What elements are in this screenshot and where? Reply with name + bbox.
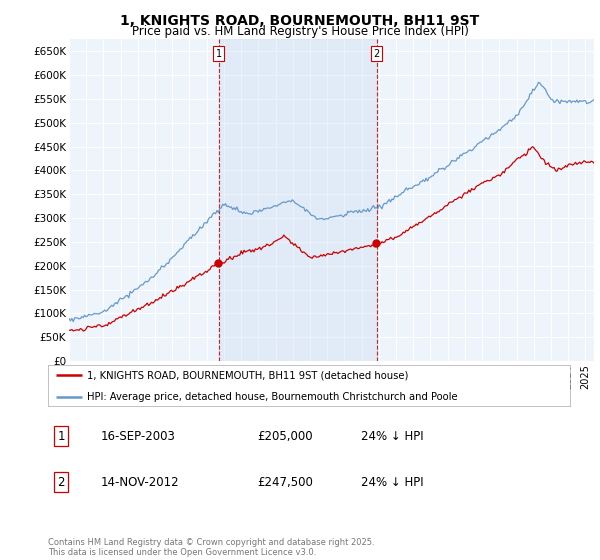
- Text: 1, KNIGHTS ROAD, BOURNEMOUTH, BH11 9ST: 1, KNIGHTS ROAD, BOURNEMOUTH, BH11 9ST: [121, 14, 479, 28]
- Text: £247,500: £247,500: [257, 475, 313, 489]
- Text: 2: 2: [58, 475, 65, 489]
- Text: Price paid vs. HM Land Registry's House Price Index (HPI): Price paid vs. HM Land Registry's House …: [131, 25, 469, 38]
- Text: 2: 2: [373, 49, 380, 58]
- Text: 1: 1: [58, 430, 65, 442]
- Text: 16-SEP-2003: 16-SEP-2003: [100, 430, 175, 442]
- Text: HPI: Average price, detached house, Bournemouth Christchurch and Poole: HPI: Average price, detached house, Bour…: [87, 392, 458, 402]
- Text: 24% ↓ HPI: 24% ↓ HPI: [361, 475, 424, 489]
- Text: 1: 1: [216, 49, 222, 58]
- Text: 14-NOV-2012: 14-NOV-2012: [100, 475, 179, 489]
- Text: 1, KNIGHTS ROAD, BOURNEMOUTH, BH11 9ST (detached house): 1, KNIGHTS ROAD, BOURNEMOUTH, BH11 9ST (…: [87, 370, 409, 380]
- Text: Contains HM Land Registry data © Crown copyright and database right 2025.
This d: Contains HM Land Registry data © Crown c…: [48, 538, 374, 557]
- Bar: [219, 39, 377, 361]
- Text: 24% ↓ HPI: 24% ↓ HPI: [361, 430, 424, 442]
- Text: £205,000: £205,000: [257, 430, 313, 442]
